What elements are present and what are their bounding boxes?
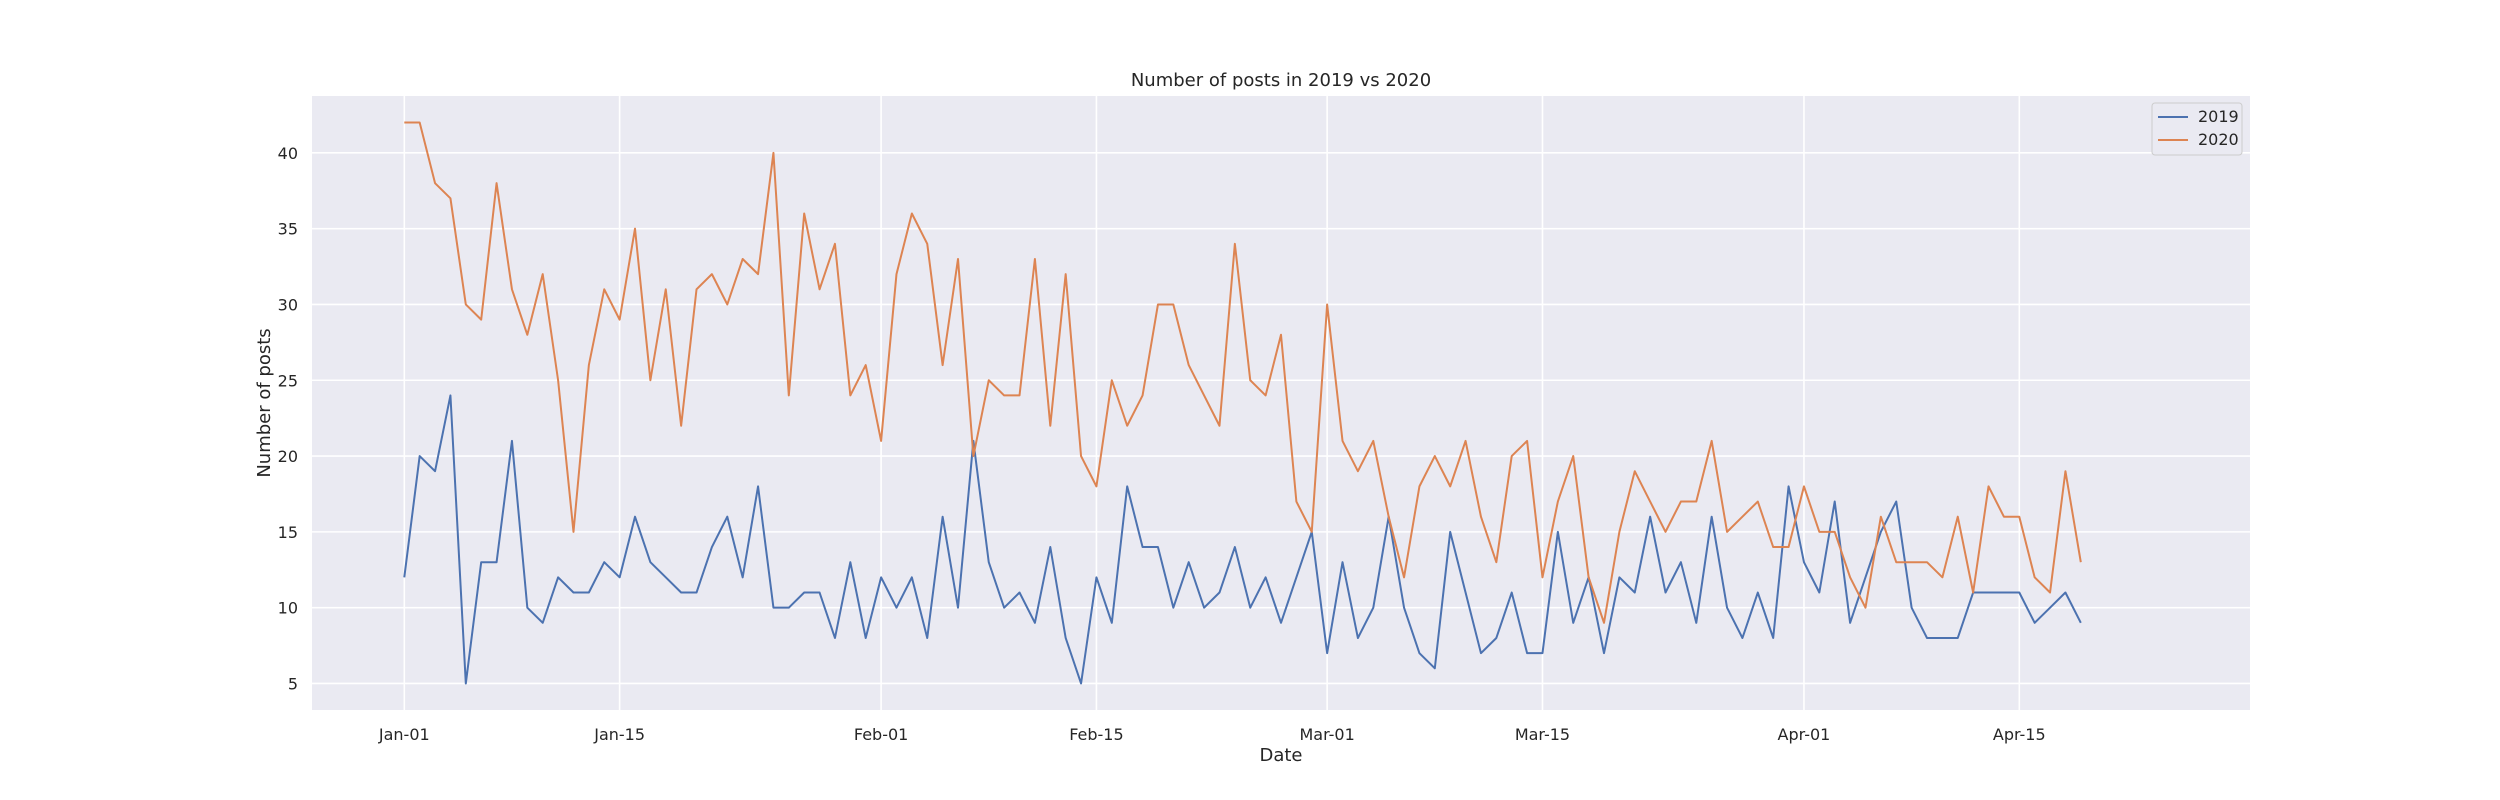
- y-tick-label: 40: [278, 144, 298, 163]
- x-tick-label: Jan-01: [378, 725, 430, 744]
- y-axis-label: Number of posts: [254, 328, 275, 477]
- x-tick-label: Apr-15: [1993, 725, 2046, 744]
- series-line-2020: [404, 121, 2082, 624]
- series-lines: [403, 121, 2082, 685]
- plot-background: [312, 96, 2250, 710]
- y-tick-label: 25: [278, 371, 298, 390]
- chart-title: Number of posts in 2019 vs 2020: [1131, 70, 1431, 91]
- legend: 2019 2020: [2151, 102, 2243, 156]
- x-tick-label: Mar-01: [1299, 725, 1354, 744]
- x-tick-label: Feb-15: [1069, 725, 1123, 744]
- y-tick-label: 10: [278, 599, 298, 618]
- y-axis-ticks: 5 10 15 20 25 30 35 40: [278, 144, 298, 694]
- x-axis-label: Date: [1259, 745, 1302, 766]
- x-tick-label: Feb-01: [854, 725, 908, 744]
- y-tick-label: 30: [278, 295, 298, 314]
- y-tick-label: 5: [288, 674, 298, 693]
- legend-label-2019: 2019: [2198, 107, 2239, 126]
- grid-lines: [312, 96, 2250, 710]
- x-tick-label: Apr-01: [1778, 725, 1831, 744]
- y-tick-label: 20: [278, 447, 298, 466]
- y-tick-label: 35: [278, 220, 298, 239]
- series-line-2019: [403, 394, 2082, 685]
- y-tick-label: 15: [278, 523, 298, 542]
- x-tick-label: Mar-15: [1515, 725, 1570, 744]
- x-tick-label: Jan-15: [593, 725, 645, 744]
- x-axis-ticks: Jan-01 Jan-15 Feb-01 Feb-15 Mar-01 Mar-15 Apr-…: [378, 725, 2046, 744]
- legend-label-2020: 2020: [2198, 130, 2239, 149]
